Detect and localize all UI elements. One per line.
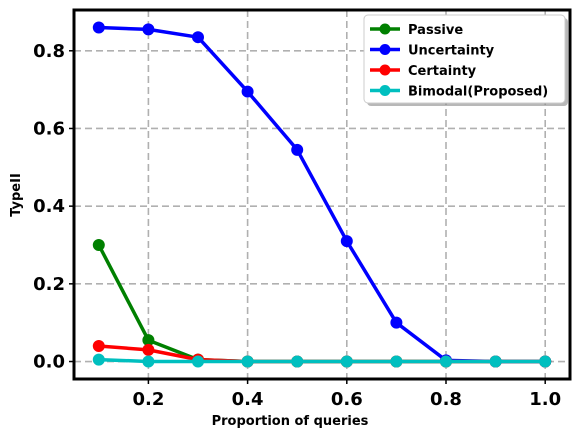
x-tick-label: 0.8 bbox=[430, 389, 462, 410]
legend-label-uncertainty: Uncertainty bbox=[408, 44, 495, 59]
series-line-passive bbox=[97, 244, 546, 364]
data-point-passive bbox=[92, 238, 105, 251]
data-point-bimodal-proposed bbox=[390, 355, 403, 368]
x-axis-label: Proportion of queries bbox=[212, 414, 369, 429]
y-tick-label: 0.4 bbox=[33, 196, 65, 217]
data-point-uncertainty bbox=[390, 316, 403, 329]
y-tick-label: 0.2 bbox=[33, 274, 65, 295]
x-tick-label: 0.6 bbox=[331, 389, 363, 410]
legend-label-bimodal-proposed: Bimodal(Proposed) bbox=[408, 85, 548, 100]
data-point-bimodal-proposed bbox=[340, 355, 353, 368]
y-tick-label: 0.8 bbox=[33, 41, 65, 62]
data-point-uncertainty bbox=[241, 85, 254, 98]
legend-marker-uncertainty bbox=[379, 44, 391, 55]
data-point-uncertainty bbox=[192, 31, 204, 44]
plot-frame bbox=[72, 8, 572, 381]
y-axis-label: TypeII bbox=[9, 173, 24, 217]
y-tick-label: 0.6 bbox=[33, 118, 65, 139]
y-tick-label: 0.0 bbox=[33, 352, 65, 373]
series-line-bimodal-proposed bbox=[98, 357, 546, 364]
data-point-bimodal-proposed bbox=[241, 355, 254, 368]
legend-label-passive: Passive bbox=[408, 23, 463, 38]
data-point-bimodal-proposed bbox=[92, 353, 105, 366]
data-point-bimodal-proposed bbox=[192, 355, 204, 368]
series-group bbox=[92, 21, 552, 368]
data-point-bimodal-proposed bbox=[440, 355, 452, 368]
data-point-bimodal-proposed bbox=[142, 355, 155, 368]
series-passive bbox=[92, 238, 552, 368]
legend: Passive Uncertainty Certainty Bimodal(Propo… bbox=[363, 14, 568, 106]
data-point-bimodal-proposed bbox=[539, 355, 552, 368]
x-tick-label: 0.2 bbox=[132, 389, 164, 410]
legend-label-certainty: Certainty bbox=[408, 64, 477, 79]
data-point-certainty bbox=[142, 343, 155, 356]
data-point-uncertainty bbox=[142, 23, 155, 36]
x-tick-label: 1.0 bbox=[529, 389, 561, 410]
legend-box bbox=[363, 14, 566, 104]
data-point-certainty bbox=[92, 339, 105, 352]
data-point-uncertainty bbox=[340, 235, 353, 248]
data-point-bimodal-proposed bbox=[291, 355, 304, 368]
data-point-bimodal-proposed bbox=[489, 355, 502, 368]
series-bimodal-proposed bbox=[92, 353, 552, 368]
legend-marker-passive bbox=[379, 23, 391, 35]
data-point-uncertainty bbox=[291, 143, 304, 156]
legend-marker-certainty bbox=[379, 64, 391, 76]
data-point-uncertainty bbox=[92, 21, 105, 34]
ticks: 0.2 0.4 0.6 0.8 1.0 0.0 0.2 0.4 0.6 0.8 bbox=[33, 41, 561, 410]
legend-marker-bimodal-proposed bbox=[379, 85, 391, 96]
x-tick-label: 0.4 bbox=[232, 389, 264, 410]
